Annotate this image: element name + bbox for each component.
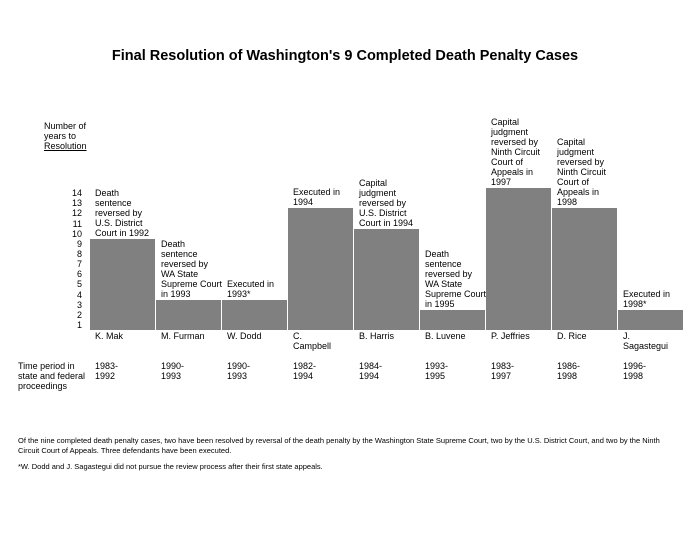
annotation: Capital judgment reversed by Ninth Circu… bbox=[491, 117, 541, 187]
category-label: M. Furman bbox=[161, 331, 205, 341]
footnote: *W. Dodd and J. Sagastegui did not pursu… bbox=[18, 462, 323, 471]
annotation: Death sentence reversed by U.S. District… bbox=[95, 187, 150, 238]
category-label: B. Luvene bbox=[425, 331, 466, 341]
category-label: K. Mak bbox=[95, 331, 124, 341]
annotation: Executed in 1998* bbox=[623, 288, 671, 309]
bar bbox=[486, 188, 551, 330]
bar bbox=[618, 309, 683, 330]
y-axis-label: Number of years to Resolution bbox=[44, 121, 94, 151]
category-label: P. Jeffries bbox=[491, 331, 530, 341]
annotation: Capital judgment reversed by Ninth Circu… bbox=[557, 137, 607, 208]
period: 1990-1993 bbox=[227, 361, 251, 381]
annotation: Executed in 1994 bbox=[293, 187, 341, 208]
bar bbox=[552, 208, 617, 330]
y-label-text: Number of years to bbox=[44, 121, 87, 141]
period: 1993-1995 bbox=[425, 361, 449, 381]
y-tick-label: 11 bbox=[72, 218, 82, 229]
y-tick-label: 3 bbox=[76, 299, 82, 310]
category-label: B. Harris bbox=[359, 331, 395, 341]
y-tick-label: 12 bbox=[71, 208, 82, 219]
annotation: Death sentence reversed by WA State Supr… bbox=[161, 238, 223, 299]
chart-title: Final Resolution of Washington's 9 Compl… bbox=[111, 48, 579, 64]
period: 1983-1997 bbox=[491, 361, 515, 381]
period: 1983-1992 bbox=[95, 361, 119, 381]
y-tick-label: 7 bbox=[76, 259, 82, 270]
y-tick-label: 8 bbox=[76, 248, 82, 259]
period: 1990-1993 bbox=[161, 361, 185, 381]
y-tick-label: 1 bbox=[76, 319, 82, 330]
y-tick-label: 14 bbox=[71, 188, 82, 199]
category-label: C. Campbell bbox=[293, 331, 332, 351]
annotation: Executed in 1993* bbox=[227, 278, 275, 299]
y-tick-label: 13 bbox=[71, 198, 82, 209]
category-label: W. Dodd bbox=[227, 331, 262, 341]
category-label: J. Sagastegui bbox=[623, 331, 669, 351]
bar bbox=[354, 228, 419, 330]
period: 1996-1998 bbox=[623, 361, 647, 381]
annotation: Capital judgment reversed by U.S. Distri… bbox=[359, 177, 414, 228]
period: 1984-1994 bbox=[359, 361, 383, 381]
y-tick-label: 9 bbox=[76, 238, 82, 249]
footnote: Of the nine completed death penalty case… bbox=[18, 436, 660, 455]
bar bbox=[156, 299, 221, 330]
period: 1986-1998 bbox=[557, 361, 581, 381]
bar bbox=[288, 208, 353, 330]
annotation: Death sentence reversed by WA State Supr… bbox=[425, 248, 487, 309]
y-label-underlined: Resolution bbox=[44, 141, 87, 151]
bar bbox=[420, 309, 485, 330]
bar bbox=[90, 238, 155, 330]
y-tick-label: 5 bbox=[76, 279, 82, 290]
y-tick-label: 4 bbox=[76, 289, 82, 300]
period: 1982-1994 bbox=[293, 361, 317, 381]
y-tick-label: 6 bbox=[76, 269, 82, 280]
y-tick-label: 2 bbox=[76, 309, 82, 320]
category-label: D. Rice bbox=[557, 331, 587, 341]
period-label: Time period in state and federal proceed… bbox=[18, 361, 86, 391]
bar bbox=[222, 299, 287, 330]
y-tick-label: 10 bbox=[71, 228, 82, 239]
